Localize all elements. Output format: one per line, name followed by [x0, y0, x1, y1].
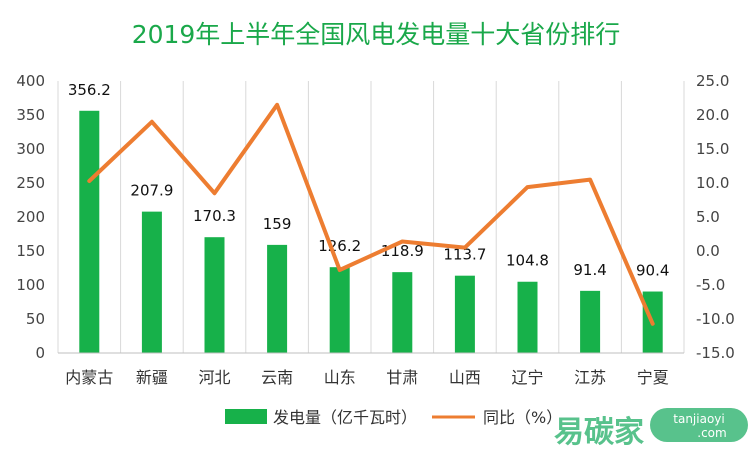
- right-tick-label: 20.0: [696, 106, 729, 124]
- category-label: 辽宁: [511, 368, 543, 387]
- left-tick-label: 200: [16, 208, 45, 226]
- left-tick-label: 250: [16, 174, 45, 192]
- bar: [204, 237, 225, 353]
- grid-lines: [57, 81, 685, 353]
- bar: [392, 272, 413, 353]
- category-label: 江苏: [574, 368, 606, 387]
- right-tick-label: -15.0: [696, 344, 735, 362]
- right-tick-label: 10.0: [696, 174, 729, 192]
- left-tick-label: 0: [35, 344, 45, 362]
- right-tick-label: 0.0: [696, 242, 720, 260]
- left-tick-label: 350: [16, 106, 45, 124]
- right-tick-label: 5.0: [696, 208, 720, 226]
- watermark-text: 易碳家: [554, 415, 644, 450]
- bar-data-label: 91.4: [573, 261, 606, 279]
- category-label: 山西: [449, 368, 481, 387]
- category-label: 河北: [198, 368, 230, 387]
- category-label: 甘肃: [386, 368, 418, 387]
- right-tick-label: 25.0: [696, 72, 729, 90]
- left-tick-label: 400: [16, 72, 45, 90]
- left-tick-label: 300: [16, 140, 45, 158]
- bar: [580, 290, 601, 353]
- bar: [267, 244, 288, 353]
- bar-data-label: 356.2: [68, 81, 111, 99]
- watermark-logo: 易碳家 tanjiaoyi .com: [554, 408, 748, 450]
- right-axis: -15.0 -10.0 -5.0 0.0 5.0 10.0 15.0 20.0 25.0: [696, 72, 735, 362]
- right-tick-label: -5.0: [696, 276, 725, 294]
- bar: [454, 275, 475, 353]
- category-label: 云南: [261, 368, 293, 387]
- line-series: [87, 102, 655, 326]
- left-axis: 0 50 100 150 200 250 300 350 400: [16, 72, 45, 362]
- left-tick-label: 50: [26, 310, 45, 328]
- bar-data-label: 113.7: [443, 246, 486, 264]
- category-label: 山东: [324, 368, 356, 387]
- bar-data-label: 126.2: [318, 237, 361, 255]
- watermark-domain: .com: [697, 426, 726, 440]
- line-path: [87, 102, 655, 326]
- bar: [329, 267, 350, 353]
- legend-bar-swatch: [225, 409, 267, 424]
- category-label: 宁夏: [637, 368, 669, 387]
- right-tick-label: -10.0: [696, 310, 735, 328]
- category-label: 新疆: [136, 368, 168, 387]
- bar-data-label: 207.9: [130, 182, 173, 200]
- left-tick-label: 150: [16, 242, 45, 260]
- watermark-site: tanjiaoyi: [673, 412, 724, 426]
- bar-data-label: 159: [263, 215, 292, 233]
- bar-data-label: 90.4: [636, 262, 669, 280]
- bar-data-label: 170.3: [193, 207, 236, 225]
- category-axis: 内蒙古 新疆 河北 云南 山东 甘肃 山西 辽宁 江苏 宁夏: [65, 368, 668, 387]
- legend: 发电量（亿千瓦时） 同比（%）: [225, 408, 562, 427]
- legend-bar-label: 发电量（亿千瓦时）: [273, 408, 417, 427]
- category-label: 内蒙古: [65, 368, 113, 387]
- bar-series: [79, 110, 663, 353]
- bar-data-label: 104.8: [506, 252, 549, 270]
- bar: [141, 211, 162, 353]
- watermark-badge: [650, 408, 748, 442]
- bar: [79, 110, 100, 353]
- legend-line-label: 同比（%）: [483, 408, 562, 427]
- right-tick-label: 15.0: [696, 140, 729, 158]
- bar: [517, 281, 538, 353]
- left-tick-label: 100: [16, 276, 45, 294]
- chart-title: 2019年上半年全国风电发电量十大省份排行: [132, 20, 621, 49]
